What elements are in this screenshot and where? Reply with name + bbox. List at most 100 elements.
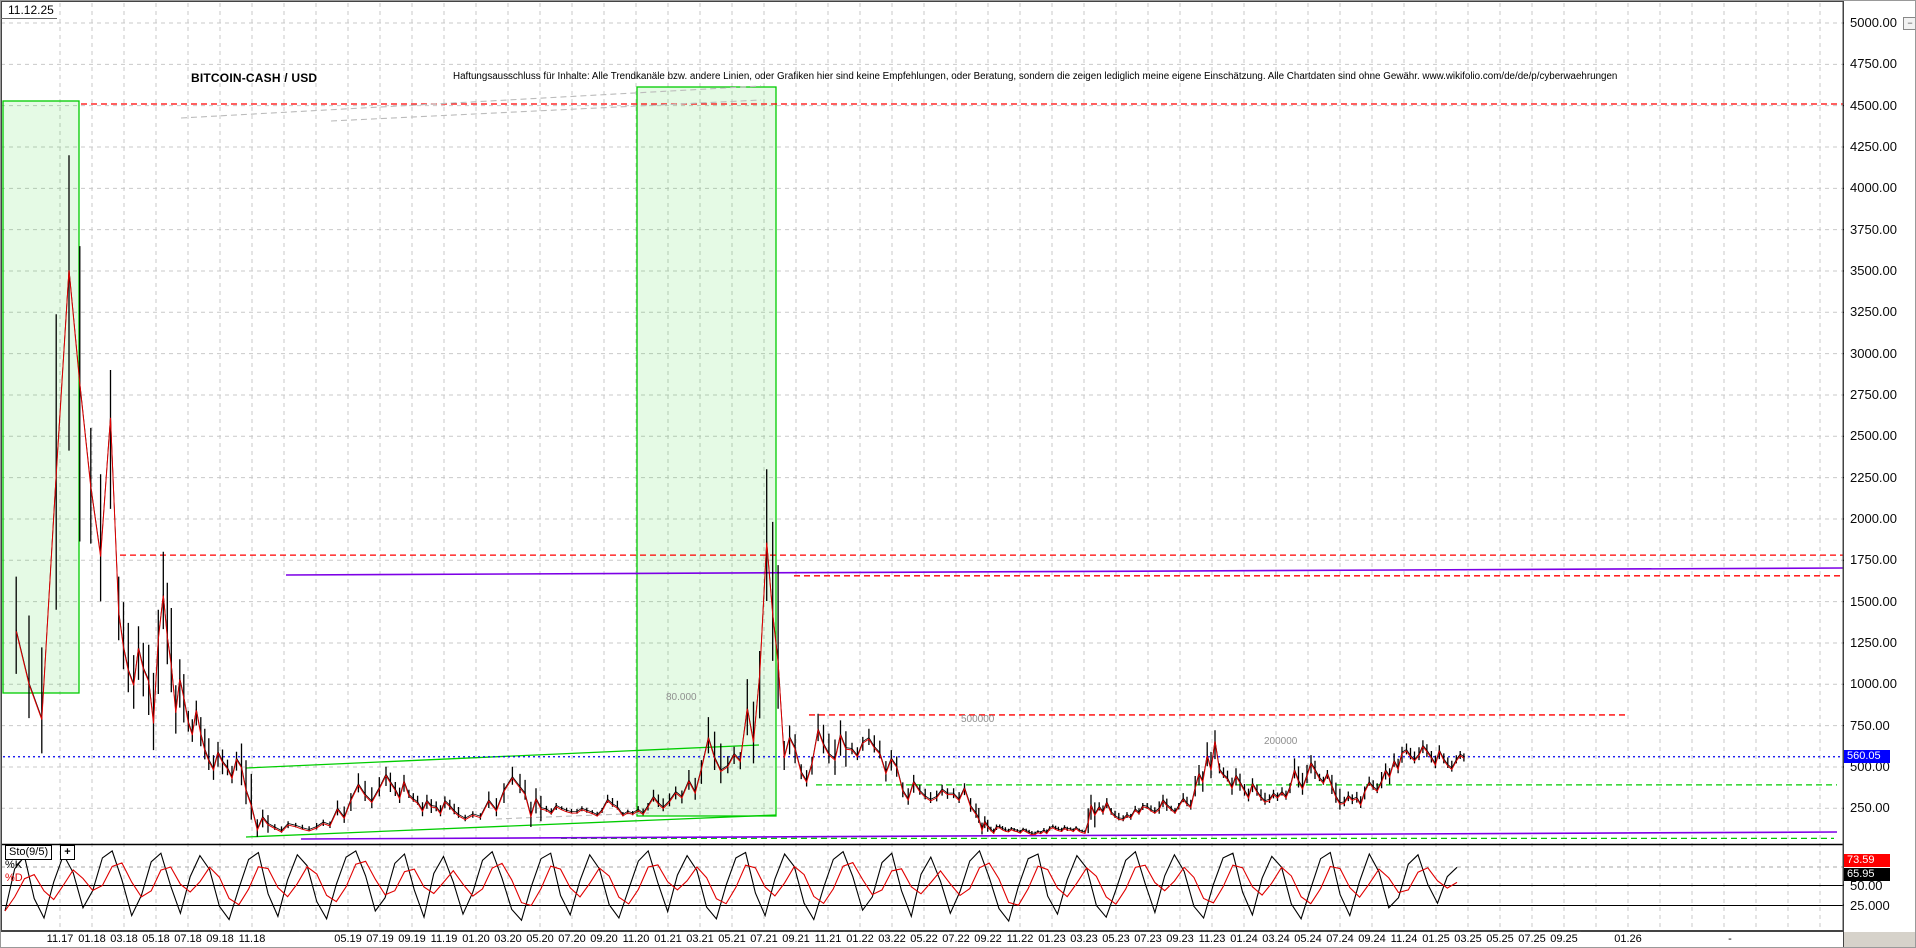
x-axis-label: 11.17 <box>46 933 74 945</box>
x-axis-label: 11.20 <box>622 933 650 945</box>
x-axis-label: 05.24 <box>1294 933 1322 945</box>
trend-channel-line <box>245 744 760 769</box>
sto-k-value-badge: 73.59 <box>1844 854 1890 867</box>
x-axis-label: 09.23 <box>1166 933 1194 945</box>
collapse-axis-icon[interactable]: − <box>1903 17 1915 30</box>
trend-box <box>636 86 777 817</box>
current-price-badge: 560.05 <box>1844 750 1890 763</box>
x-axis-label: 03.24 <box>1262 933 1290 945</box>
x-axis-label: 11.24 <box>1390 933 1418 945</box>
price-signal-line <box>15 270 1465 836</box>
overlay-line <box>330 99 762 122</box>
x-axis-label: 07.24 <box>1326 933 1354 945</box>
x-axis-label: 09.24 <box>1358 933 1386 945</box>
y-axis-label: 2250.00 <box>1850 469 1897 485</box>
y-axis-label: 2750.00 <box>1850 386 1897 402</box>
x-axis-label: 01.22 <box>846 933 874 945</box>
x-axis-label: 09.18 <box>206 933 234 945</box>
x-axis-label: 07.22 <box>942 933 970 945</box>
y-axis-label: 1250.00 <box>1850 634 1897 650</box>
overlay-line <box>300 831 1838 840</box>
x-axis-label: 01.25 <box>1422 933 1450 945</box>
time-axis[interactable]: 11.17 01.18 03.18 05.18 07.18 09.18 11.18 05.19… <box>1 932 1843 947</box>
plot-border <box>1 1 1844 931</box>
y-axis-label: 3500.00 <box>1850 262 1897 278</box>
x-axis-label: 05.22 <box>910 933 938 945</box>
y-axis-label: 3750.00 <box>1850 221 1897 237</box>
y-axis-label: 1500.00 <box>1850 593 1897 609</box>
overlay-line <box>180 85 762 119</box>
y-axis-label: 5000.00 <box>1850 15 1897 30</box>
trend-box <box>2 100 80 694</box>
chart-date: 11.12.25 <box>8 3 54 17</box>
chart-title: BITCOIN-CASH / USD <box>191 71 318 85</box>
x-axis-label: 05.23 <box>1102 933 1130 945</box>
x-axis-label: 07.25 <box>1518 933 1546 945</box>
x-axis-label: 09.20 <box>590 933 618 945</box>
y-axis-label: 2000.00 <box>1850 510 1897 526</box>
sto-k-label: %K <box>5 859 23 871</box>
x-axis-label: 01.18 <box>78 933 106 945</box>
x-axis-label: 09.19 <box>398 933 426 945</box>
y-axis-label: 3000.00 <box>1850 345 1897 361</box>
x-axis-label: 09.22 <box>974 933 1002 945</box>
add-indicator-icon[interactable]: + <box>60 845 75 860</box>
price-axis[interactable]: 5000.00 4750.00 4500.00 4250.00 4000.00 3750.… <box>1844 1 1915 947</box>
x-axis-label: 03.18 <box>110 933 138 945</box>
sto-d-line <box>4 860 1458 912</box>
stochastic-indicator-button[interactable]: Sto(9/5) <box>5 845 53 860</box>
overlay-line <box>495 812 650 820</box>
x-axis-label: 01.20 <box>462 933 490 945</box>
y-axis-label: 250.00 <box>1850 800 1890 816</box>
x-axis-label: 05.19 <box>334 933 362 945</box>
x-axis-label: 11.18 <box>238 933 266 945</box>
x-axis-label: 03.22 <box>878 933 906 945</box>
y-axis-label: 4500.00 <box>1850 97 1897 113</box>
x-axis-label: 03.23 <box>1070 933 1098 945</box>
x-axis-label: 05.25 <box>1486 933 1514 945</box>
y-axis-label: 1750.00 <box>1850 552 1897 568</box>
x-axis-label: 11.21 <box>814 933 842 945</box>
y-axis-label: 2500.00 <box>1850 428 1897 444</box>
sto-d-label: %D <box>5 872 23 884</box>
faint-volume-label: 200000 <box>1264 736 1298 747</box>
x-axis-label: 05.21 <box>718 933 746 945</box>
y-axis-label: 750.00 <box>1850 717 1890 733</box>
x-axis-label: 11.22 <box>1006 933 1034 945</box>
x-axis-label: 03.21 <box>686 933 714 945</box>
x-axis-label: 07.23 <box>1134 933 1162 945</box>
x-axis-label: 09.25 <box>1550 933 1578 945</box>
x-axis-label: 01.26 <box>1614 933 1642 945</box>
x-axis-label: 05.18 <box>142 933 170 945</box>
axis-corner <box>1844 932 1915 947</box>
x-axis-label: 07.21 <box>750 933 778 945</box>
x-axis-label: 07.19 <box>366 933 394 945</box>
x-axis-label: 03.20 <box>494 933 522 945</box>
sto-d-value-badge: 65.95 <box>1844 868 1890 881</box>
y-axis-label: 4750.00 <box>1850 56 1897 72</box>
x-axis-label: 05.20 <box>526 933 554 945</box>
faint-volume-label: 500000 <box>961 714 995 725</box>
sto-axis-label: 25.000 <box>1850 898 1890 913</box>
x-axis-label: 01.23 <box>1038 933 1066 945</box>
x-axis-label: 07.18 <box>174 933 202 945</box>
x-axis-label: 07.20 <box>558 933 586 945</box>
overlay-line <box>285 567 1844 576</box>
disclaimer-text: Haftungsausschluss für Inhalte: Alle Tre… <box>453 71 1618 82</box>
trend-channel-line <box>245 814 777 838</box>
y-axis-label: 4000.00 <box>1850 180 1897 196</box>
x-axis-label: 01.21 <box>654 933 682 945</box>
y-axis-label: 4250.00 <box>1850 138 1897 154</box>
x-axis-label: 01.24 <box>1230 933 1258 945</box>
date-underline <box>1 18 57 19</box>
y-axis-label: 1000.00 <box>1850 676 1897 692</box>
sto-axis-label: 50.00 <box>1850 878 1883 893</box>
x-axis-label: 11.23 <box>1198 933 1226 945</box>
sto-k-line <box>4 849 1458 923</box>
x-axis-label: 11.19 <box>430 933 458 945</box>
faint-volume-label: 80.000 <box>666 692 697 703</box>
x-axis-placeholder-dash: - <box>1728 933 1732 945</box>
x-axis-label: 03.25 <box>1454 933 1482 945</box>
